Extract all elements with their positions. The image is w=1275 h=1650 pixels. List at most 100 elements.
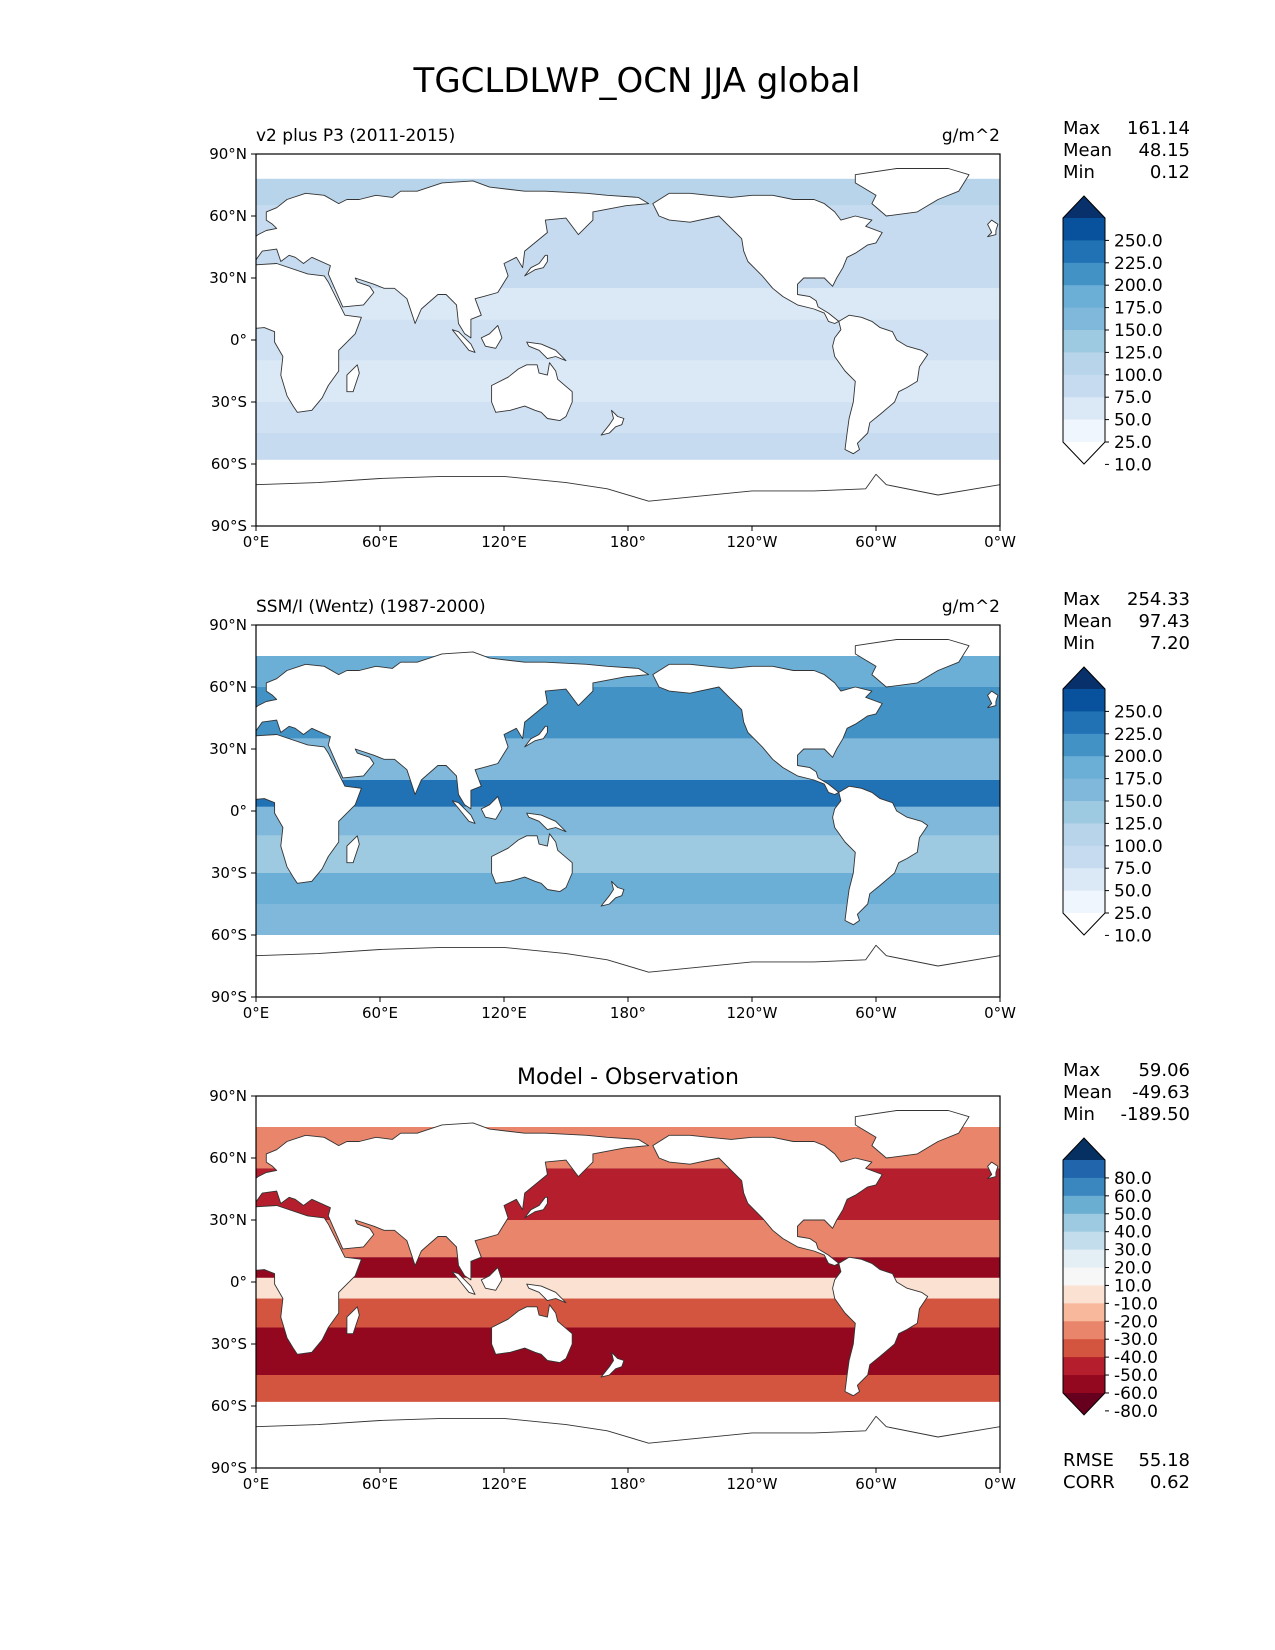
y-tick-label: 90°S xyxy=(211,1459,247,1477)
colorbar-segment xyxy=(1063,756,1105,780)
stat-value: 97.43 xyxy=(1138,611,1190,632)
stat-label: Min xyxy=(1063,1104,1095,1125)
colorbar-label: 25.0 xyxy=(1114,433,1152,453)
colorbar-segment xyxy=(1063,240,1105,264)
stat-label: Max xyxy=(1063,118,1101,139)
colorbar-label: 25.0 xyxy=(1114,904,1152,924)
coastline-australia xyxy=(491,362,573,422)
colorbar-segment xyxy=(1063,845,1105,869)
coastline-greenland xyxy=(854,1110,970,1159)
stat-value: 0.62 xyxy=(1150,1472,1190,1493)
colorbar-label: 100.0 xyxy=(1114,366,1163,386)
coastline-n-america xyxy=(652,663,883,795)
x-tick-label: 0°W xyxy=(984,1004,1016,1022)
model-map xyxy=(256,154,1000,526)
x-tick-label: 0°E xyxy=(243,1004,270,1022)
y-tick-label: 0° xyxy=(230,802,247,820)
colorbar-segment xyxy=(1063,307,1105,331)
colorbar-segment xyxy=(1063,1375,1105,1394)
coastline-borneo xyxy=(480,1267,503,1291)
colorbar-label: 75.0 xyxy=(1114,388,1152,408)
colorbar-label: 225.0 xyxy=(1114,725,1163,745)
colorbar-extend-bottom xyxy=(1063,913,1105,935)
coastline-n-america xyxy=(652,1134,883,1266)
y-tick-label: 30°N xyxy=(209,269,247,287)
colorbar-label: 150.0 xyxy=(1114,792,1163,812)
colorbar-label: 175.0 xyxy=(1114,770,1163,790)
colorbar-label: 10.0 xyxy=(1114,926,1152,946)
field-band xyxy=(256,904,1000,935)
observation-panel: 0°E 60°E 120°E 180° 120°W 60°W 0°W 90°N 60°N 30°N… xyxy=(209,589,1190,1022)
field-band xyxy=(256,1257,1000,1278)
field-band xyxy=(256,1375,1000,1402)
colorbar-extend-bottom xyxy=(1063,1392,1105,1415)
x-tick-label: 0°W xyxy=(984,1475,1016,1493)
coastline-eurasia xyxy=(256,651,650,810)
colorbar-label: -80.0 xyxy=(1114,1402,1158,1422)
panel-title: SSM/I (Wentz) (1987-2000) xyxy=(256,597,486,617)
stat-label: Min xyxy=(1063,162,1095,183)
stat-value: 59.06 xyxy=(1138,1060,1190,1081)
field-band xyxy=(256,288,1000,320)
x-tick-label: 0°E xyxy=(243,533,270,551)
coastline-s-america xyxy=(832,785,929,926)
coastline-antarctica xyxy=(256,944,1000,997)
x-tick-label: 60°W xyxy=(855,1475,897,1493)
y-tick-label: 90°S xyxy=(211,517,247,535)
x-tick-label: 120°E xyxy=(481,533,527,551)
coastline-madagascar xyxy=(346,835,360,864)
coastline-japan xyxy=(524,1196,548,1219)
stat-label: Mean xyxy=(1063,611,1112,632)
colorbar-segment xyxy=(1063,1357,1105,1376)
colorbar-label: 125.0 xyxy=(1114,814,1163,834)
x-tick-label: 0°E xyxy=(243,1475,270,1493)
stat-value: 55.18 xyxy=(1138,1450,1190,1471)
stat-value: 0.12 xyxy=(1150,162,1190,183)
colorbar-segment xyxy=(1063,1303,1105,1322)
x-tick-label: 120°W xyxy=(727,1004,778,1022)
y-tick-label: 90°N xyxy=(209,616,247,634)
stat-value: -49.63 xyxy=(1132,1082,1190,1103)
colorbar-label: 75.0 xyxy=(1114,859,1152,879)
colorbar-segment xyxy=(1063,1160,1105,1179)
colorbar-label: 50.0 xyxy=(1114,411,1152,431)
colorbar-segment xyxy=(1063,285,1105,309)
coastline-greenland xyxy=(854,639,970,688)
colorbar-segment xyxy=(1063,778,1105,802)
colorbar-label: 50.0 xyxy=(1114,1205,1152,1225)
y-tick-label: 60°S xyxy=(211,1397,247,1415)
x-tick-label: 60°E xyxy=(362,1004,398,1022)
colorbar-segment xyxy=(1063,262,1105,286)
coastline-new-guinea xyxy=(526,1283,567,1304)
panel-units: g/m^2 xyxy=(942,126,1000,146)
coastline-japan xyxy=(524,725,548,748)
colorbar-label: -10.0 xyxy=(1114,1294,1158,1314)
stat-label: Mean xyxy=(1063,1082,1112,1103)
colorbar-label: 225.0 xyxy=(1114,254,1163,274)
coastline-antarctica xyxy=(256,1415,1000,1468)
stat-label: Mean xyxy=(1063,140,1112,161)
colorbar-label: -60.0 xyxy=(1114,1384,1158,1404)
colorbar-label: 10.0 xyxy=(1114,455,1152,475)
coastline-new-zealand xyxy=(600,880,625,907)
x-tick-label: 60°E xyxy=(362,1475,398,1493)
colorbar-segment xyxy=(1063,801,1105,824)
y-tick-label: 90°N xyxy=(209,1087,247,1105)
stat-value: 161.14 xyxy=(1127,118,1190,139)
stat-value: 7.20 xyxy=(1150,633,1190,654)
coastline-japan xyxy=(524,254,548,277)
coastline-s-america xyxy=(832,314,929,455)
y-tick-label: 60°N xyxy=(209,207,247,225)
stat-label: Max xyxy=(1063,589,1101,610)
difference-colorbar: 80.060.050.040.030.020.010.0-10.0-20.0-3… xyxy=(1062,1137,1158,1422)
panel-title: Model - Observation xyxy=(517,1065,739,1090)
x-tick-label: 180° xyxy=(610,533,646,551)
coastline-britain xyxy=(987,1161,999,1180)
y-tick-label: 60°S xyxy=(211,926,247,944)
colorbar-segment xyxy=(1063,733,1105,757)
coastline-eurasia xyxy=(256,1122,650,1281)
coastline-eurasia xyxy=(256,180,650,339)
coastline-s-america xyxy=(832,1256,929,1397)
y-tick-label: 30°S xyxy=(211,393,247,411)
